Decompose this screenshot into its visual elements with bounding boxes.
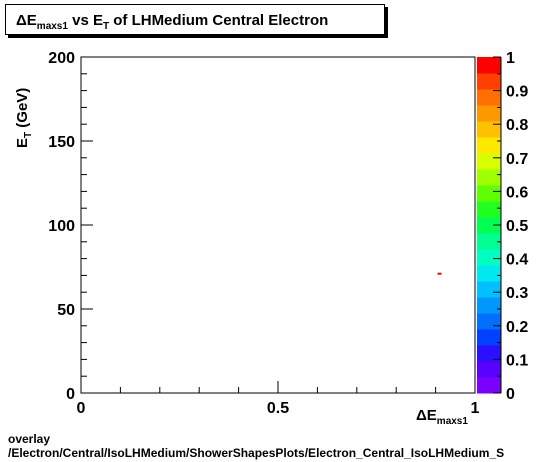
colorbar-band [477, 73, 501, 90]
colorbar-band [477, 185, 501, 202]
colorbar-tick-label: 0.9 [506, 84, 528, 101]
colorbar-band [477, 281, 501, 298]
colorbar-band [477, 169, 501, 186]
colorbar-band [477, 297, 501, 314]
y-tick-label: 100 [48, 218, 75, 235]
colorbar-band [477, 233, 501, 250]
colorbar-tick-label: 0 [506, 386, 515, 403]
colorbar-tick-label: 0.1 [506, 352, 528, 369]
chart-title: ΔEmaxs1 vs ET of LHMedium Central Electr… [5, 4, 385, 35]
footer-overlay-label: overlay [8, 432, 51, 446]
colorbar-tick-label: 0.4 [506, 252, 528, 269]
colorbar-band [477, 377, 501, 394]
colorbar-band [477, 249, 501, 266]
data-point [437, 272, 442, 275]
colorbar-band [477, 313, 501, 330]
colorbar-tick-label: 1 [506, 50, 515, 67]
colorbar-tick-label: 0.3 [506, 285, 528, 302]
plot-frame [80, 56, 476, 394]
colorbar-tick-label: 0.8 [506, 117, 528, 134]
footer-path-label: /Electron/Central/IsoLHMedium/ShowerShap… [8, 446, 505, 460]
colorbar-band [477, 89, 501, 106]
colorbar-tick-label: 0.7 [506, 151, 528, 168]
colorbar-band [477, 361, 501, 378]
colorbar-band [477, 201, 501, 218]
x-tick-label: 1 [471, 400, 480, 417]
colorbar-band [477, 217, 501, 234]
colorbar-band [477, 153, 501, 170]
colorbar-tick-label: 0.5 [506, 218, 528, 235]
colorbar-band [477, 105, 501, 122]
colorbar-band [477, 265, 501, 282]
x-tick-label: 0 [77, 400, 86, 417]
y-tick-label: 0 [66, 386, 75, 403]
y-axis-label: ET (GeV) [14, 87, 34, 148]
colorbar-band [477, 137, 501, 154]
y-tick-label: 50 [57, 302, 75, 319]
y-tick-label: 150 [48, 134, 75, 151]
y-tick-label: 200 [48, 50, 75, 67]
colorbar-band [477, 345, 501, 362]
colorbar-band [477, 57, 501, 74]
colorbar-tick-label: 0.6 [506, 184, 528, 201]
x-tick-label: 0.5 [267, 400, 289, 417]
colorbar-band [477, 121, 501, 138]
x-axis-label: ΔEmaxs1 [416, 407, 468, 427]
colorbar-band [477, 329, 501, 346]
colorbar-tick-label: 0.2 [506, 319, 528, 336]
